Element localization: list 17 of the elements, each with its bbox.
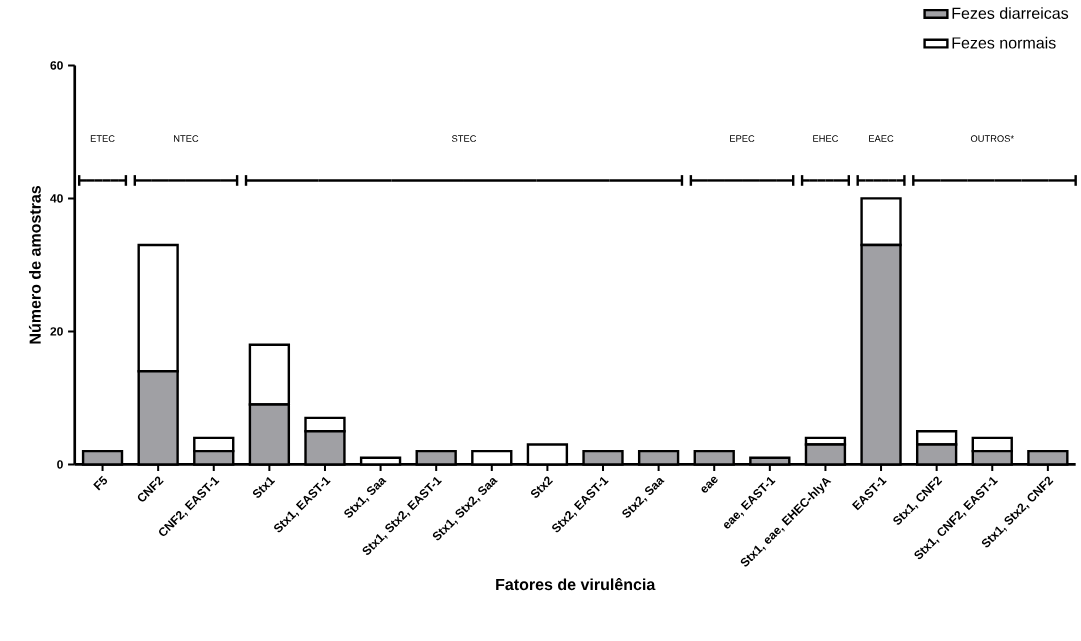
y-tick-label: 0	[57, 460, 63, 469]
annotation: NTEC	[174, 135, 199, 143]
legend-label: Fezes normais	[952, 36, 1056, 49]
annotation: EHEC	[813, 135, 839, 143]
annotation: OUTROS*	[970, 135, 1014, 143]
y-tick-label: 40	[50, 194, 63, 203]
y-axis-title: Número de amostras	[28, 186, 41, 344]
annotation: ETEC	[90, 135, 115, 143]
annotation: EPEC	[730, 135, 755, 143]
x-tick-label: F5	[93, 476, 108, 491]
y-tick-label: 60	[50, 61, 63, 70]
annotation: EAEC	[869, 135, 894, 143]
annotation: STEC	[451, 135, 477, 143]
x-tick-label: eae	[701, 476, 718, 493]
legend-label: Fezes diarreicas	[952, 7, 1069, 20]
x-axis-title: Fatores de virulência	[496, 578, 656, 591]
y-tick-label: 20	[50, 327, 63, 336]
